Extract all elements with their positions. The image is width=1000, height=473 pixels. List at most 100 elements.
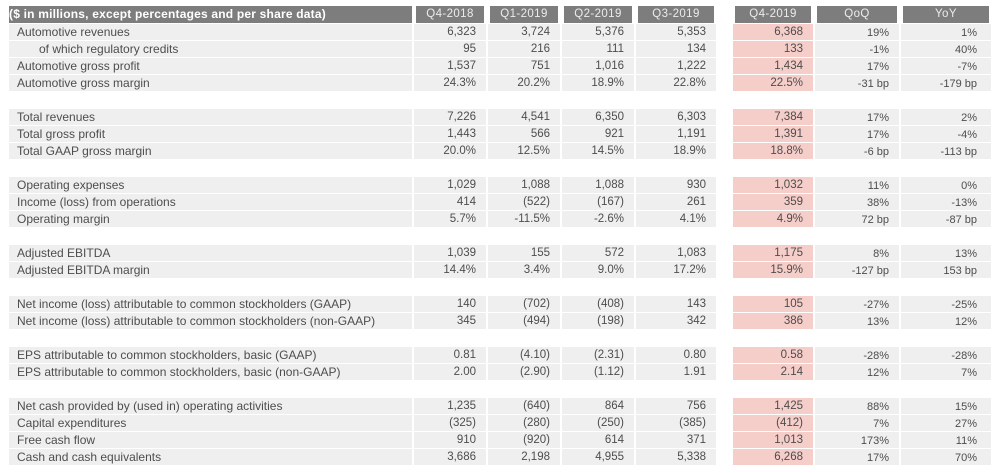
row-label: Total GAAP gross margin: [9, 143, 412, 159]
table-row: Income (loss) from operations 414 (522) (16…: [9, 194, 991, 210]
value-cell: 1,443: [414, 126, 486, 142]
value-cell: 345: [414, 313, 486, 329]
value-cell: 910: [414, 432, 486, 448]
yoy-cell: 40%: [901, 41, 991, 57]
table-row: Total revenues 7,226 4,541 6,350 6,303 7,384 1…: [9, 109, 991, 125]
value-cell: (2.31): [562, 347, 634, 363]
value-cell: 6,323: [414, 24, 486, 40]
value-cell: 4.1%: [636, 211, 716, 227]
value-cell: 14.4%: [414, 262, 486, 278]
highlight-value-cell: 7,384: [733, 109, 813, 125]
highlight-value-cell: 6,268: [733, 449, 813, 465]
section-gap: [9, 92, 991, 108]
yoy-cell: -28%: [901, 347, 991, 363]
column-spacer: [718, 58, 731, 74]
highlight-value-cell: 1,013: [733, 432, 813, 448]
value-cell: 22.8%: [636, 75, 716, 91]
value-cell: (1.12): [562, 364, 634, 380]
value-cell: 18.9%: [562, 75, 634, 91]
table-row: of which regulatory credits 95 216 111 134 13…: [9, 41, 991, 57]
qoq-cell: 12%: [815, 364, 899, 380]
column-spacer: [718, 296, 731, 312]
yoy-cell: 1%: [901, 24, 991, 40]
value-cell: (250): [562, 415, 634, 431]
column-spacer: [718, 75, 731, 91]
yoy-cell: 7%: [901, 364, 991, 380]
highlight-value-cell: 1,175: [733, 245, 813, 261]
yoy-cell: -179 bp: [901, 75, 991, 91]
qoq-cell: 38%: [815, 194, 899, 210]
value-cell: 134: [636, 41, 716, 57]
row-label: Free cash flow: [9, 432, 412, 448]
header-spacer-col: [718, 6, 731, 23]
yoy-cell: -87 bp: [901, 211, 991, 227]
row-label: Cash and cash equivalents: [9, 449, 412, 465]
value-cell: 3,686: [414, 449, 486, 465]
value-cell: 921: [562, 126, 634, 142]
column-spacer: [718, 41, 731, 57]
value-cell: (385): [636, 415, 716, 431]
value-cell: 24.3%: [414, 75, 486, 91]
table-row: Net cash provided by (used in) operating…: [9, 398, 991, 414]
section-gap: [9, 160, 991, 176]
value-cell: 1,222: [636, 58, 716, 74]
value-cell: 864: [562, 398, 634, 414]
table-row: Total gross profit 1,443 566 921 1,191 1,391 1…: [9, 126, 991, 142]
value-cell: (167): [562, 194, 634, 210]
yoy-cell: 11%: [901, 432, 991, 448]
qoq-cell: -31 bp: [815, 75, 899, 91]
column-header-q4-2018: Q4-2018: [414, 6, 486, 23]
value-cell: 143: [636, 296, 716, 312]
yoy-cell: -7%: [901, 58, 991, 74]
highlight-value-cell: 1,434: [733, 58, 813, 74]
value-cell: 371: [636, 432, 716, 448]
value-cell: 261: [636, 194, 716, 210]
column-spacer: [718, 24, 731, 40]
value-cell: 1,016: [562, 58, 634, 74]
qoq-cell: 17%: [815, 449, 899, 465]
qoq-cell: 17%: [815, 109, 899, 125]
column-header-q1-2019: Q1-2019: [488, 6, 560, 23]
qoq-cell: -6 bp: [815, 143, 899, 159]
value-cell: 140: [414, 296, 486, 312]
value-cell: 1,537: [414, 58, 486, 74]
table-row: EPS attributable to common stockholders,…: [9, 347, 991, 363]
row-label: Net income (loss) attributable to common…: [9, 296, 412, 312]
column-spacer: [718, 194, 731, 210]
row-label: EPS attributable to common stockholders,…: [9, 364, 412, 380]
qoq-cell: 8%: [815, 245, 899, 261]
table-row: Cash and cash equivalents 3,686 2,198 4,955…: [9, 449, 991, 465]
column-spacer: [718, 449, 731, 465]
qoq-cell: -127 bp: [815, 262, 899, 278]
value-cell: -2.6%: [562, 211, 634, 227]
table-row: EPS attributable to common stockholders,…: [9, 364, 991, 380]
qoq-cell: 17%: [815, 126, 899, 142]
value-cell: (198): [562, 313, 634, 329]
value-cell: 95: [414, 41, 486, 57]
value-cell: (640): [488, 398, 560, 414]
value-cell: 0.80: [636, 347, 716, 363]
column-spacer: [718, 364, 731, 380]
table-row: Automotive gross margin 24.3% 20.2% 18.9% 22…: [9, 75, 991, 91]
value-cell: (408): [562, 296, 634, 312]
column-spacer: [718, 109, 731, 125]
column-spacer: [718, 143, 731, 159]
value-cell: 111: [562, 41, 634, 57]
row-label: Net income (loss) attributable to common…: [9, 313, 412, 329]
value-cell: (325): [414, 415, 486, 431]
column-spacer: [718, 415, 731, 431]
yoy-cell: -25%: [901, 296, 991, 312]
value-cell: (4.10): [488, 347, 560, 363]
column-spacer: [718, 177, 731, 193]
table-row: Net income (loss) attributable to common…: [9, 296, 991, 312]
yoy-cell: 0%: [901, 177, 991, 193]
value-cell: 1,235: [414, 398, 486, 414]
table-row: Total GAAP gross margin 20.0% 12.5% 14.5% 18…: [9, 143, 991, 159]
value-cell: (280): [488, 415, 560, 431]
financial-summary-table: ($ in millions, except percentages and p…: [9, 6, 991, 466]
value-cell: 9.0%: [562, 262, 634, 278]
yoy-cell: 2%: [901, 109, 991, 125]
column-header-q2-2019: Q2-2019: [562, 6, 634, 23]
column-spacer: [718, 245, 731, 261]
value-cell: 756: [636, 398, 716, 414]
